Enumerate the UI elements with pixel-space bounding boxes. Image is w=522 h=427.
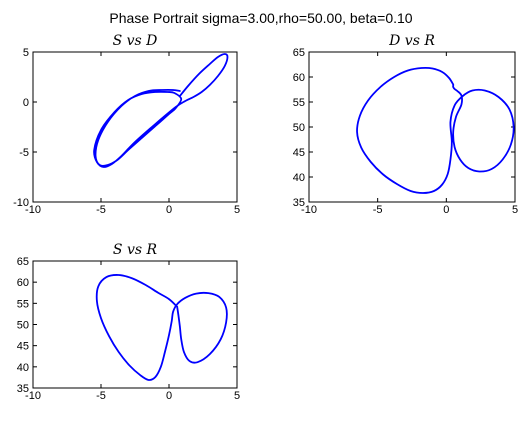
y-tick-label: 50 bbox=[17, 320, 29, 332]
x-tick-label: -5 bbox=[96, 204, 106, 216]
y-tick-label: 35 bbox=[293, 197, 305, 209]
axes-frame bbox=[308, 51, 516, 203]
y-tick-label: 35 bbox=[17, 383, 29, 395]
trajectory-line bbox=[95, 274, 228, 381]
y-tick-label: 40 bbox=[17, 362, 29, 374]
subplot-s-vs-d: S vs D -10 -5 0 5 -10 -5 0 5 bbox=[13, 33, 240, 216]
y-tick-label: 45 bbox=[17, 341, 29, 353]
subplot-d-vs-r: D vs R -10 -5 0 5 35 40 45 50 55 60 65 bbox=[293, 33, 518, 216]
x-tick-label: 0 bbox=[166, 204, 172, 216]
figure-suptitle: Phase Portrait sigma=3.00,rho=50.00, bet… bbox=[109, 10, 413, 26]
y-tick-label: 5 bbox=[23, 47, 29, 59]
x-tick-label: 5 bbox=[512, 204, 518, 216]
x-tick-label: -10 bbox=[301, 204, 317, 216]
y-tick-label: 50 bbox=[293, 122, 305, 134]
x-tick-label: 5 bbox=[234, 204, 240, 216]
trajectory-line bbox=[93, 53, 229, 168]
y-tick-label: 60 bbox=[17, 277, 29, 289]
axes-frame bbox=[32, 260, 238, 389]
y-tick-label: 45 bbox=[293, 147, 305, 159]
x-tick-label: 0 bbox=[166, 390, 172, 402]
y-tick-label: 65 bbox=[17, 256, 29, 268]
subplot-title: D vs R bbox=[388, 33, 435, 49]
subplot-title: S vs D bbox=[113, 33, 158, 49]
subplot-s-vs-r: S vs R -10 -5 0 5 35 40 45 50 55 60 65 bbox=[17, 242, 240, 402]
x-tick-label: -5 bbox=[373, 204, 383, 216]
y-tick-label: 60 bbox=[293, 72, 305, 84]
y-tick-label: -10 bbox=[13, 197, 29, 209]
x-tick-label: -10 bbox=[25, 204, 41, 216]
subplot-title: S vs R bbox=[113, 242, 158, 258]
x-tick-label: -10 bbox=[25, 390, 41, 402]
x-tick-label: -5 bbox=[96, 390, 106, 402]
y-tick-label: 55 bbox=[17, 298, 29, 310]
y-tick-label: 0 bbox=[23, 97, 29, 109]
x-tick-label: 0 bbox=[443, 204, 449, 216]
trajectory-line bbox=[356, 66, 515, 194]
x-tick-label: 5 bbox=[234, 390, 240, 402]
axes-frame bbox=[32, 51, 238, 203]
y-tick-label: -5 bbox=[19, 147, 29, 159]
y-tick-label: 65 bbox=[293, 47, 305, 59]
y-tick-label: 40 bbox=[293, 172, 305, 184]
y-tick-label: 55 bbox=[293, 97, 305, 109]
